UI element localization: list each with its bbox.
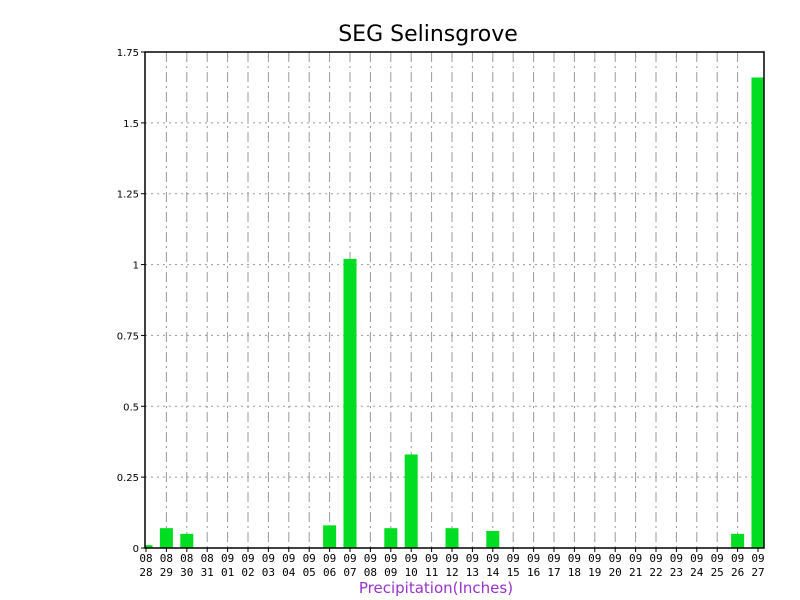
x-tick-label-day: 14 <box>486 566 500 579</box>
x-tick-label-month: 08 <box>201 552 214 565</box>
x-axis-label: Precipitation(Inches) <box>359 579 513 597</box>
x-tick-label-month: 09 <box>405 552 418 565</box>
y-tick-label: 0.25 <box>117 473 139 484</box>
x-tick-label-month: 09 <box>711 552 724 565</box>
x-tick-label-day: 28 <box>139 566 152 579</box>
x-tick-label-month: 09 <box>649 552 662 565</box>
y-tick-label: 1 <box>133 261 139 272</box>
chart-title: SEG Selinsgrove <box>338 22 518 47</box>
x-tick-label-day: 25 <box>711 566 724 579</box>
x-tick-label-month: 09 <box>690 552 703 565</box>
x-tick-label-month: 09 <box>262 552 275 565</box>
x-tick-label-month: 09 <box>670 552 683 565</box>
x-tick-label-day: 31 <box>201 566 214 579</box>
x-tick-label-day: 06 <box>323 566 336 579</box>
x-tick-label-month: 09 <box>282 552 295 565</box>
x-tick-label-month: 09 <box>731 552 744 565</box>
y-tick-label: 0.5 <box>123 402 139 413</box>
x-tick-label-day: 26 <box>731 566 744 579</box>
x-tick-label-day: 07 <box>343 566 356 579</box>
x-tick-label-month: 09 <box>221 552 234 565</box>
x-tick-label-day: 21 <box>629 566 642 579</box>
bar <box>323 525 337 548</box>
x-tick-label-day: 03 <box>262 566 275 579</box>
bar <box>751 77 764 548</box>
y-tick-label: 1.75 <box>117 48 139 59</box>
x-tick-label-day: 09 <box>384 566 397 579</box>
x-tick-label-month: 09 <box>527 552 540 565</box>
bars <box>145 77 764 548</box>
x-tick-label-month: 09 <box>303 552 316 565</box>
x-tick-label-day: 24 <box>690 566 704 579</box>
x-axis: 0828082908300831090109020903090409050906… <box>139 548 765 579</box>
x-tick-label-month: 09 <box>486 552 499 565</box>
y-tick-label: 1.5 <box>123 119 139 130</box>
x-tick-label-day: 17 <box>547 566 560 579</box>
grid-lines <box>145 52 764 548</box>
x-tick-label-month: 09 <box>241 552 254 565</box>
y-tick-label: 0 <box>133 544 139 555</box>
x-tick-label-day: 22 <box>649 566 662 579</box>
x-tick-label-month: 09 <box>445 552 458 565</box>
x-tick-label-day: 27 <box>751 566 764 579</box>
x-tick-label-day: 15 <box>507 566 520 579</box>
x-tick-label-month: 09 <box>507 552 520 565</box>
x-tick-label-day: 02 <box>241 566 254 579</box>
bar <box>486 530 500 548</box>
bar <box>445 528 459 548</box>
x-tick-label-day: 16 <box>527 566 540 579</box>
bar <box>343 258 357 548</box>
x-tick-label-month: 09 <box>609 552 622 565</box>
x-tick-label-day: 12 <box>445 566 458 579</box>
x-tick-label-day: 10 <box>405 566 418 579</box>
x-tick-label-month: 09 <box>343 552 356 565</box>
x-tick-label-month: 09 <box>568 552 581 565</box>
x-tick-label-month: 09 <box>323 552 336 565</box>
x-tick-label-month: 09 <box>751 552 764 565</box>
x-tick-label-day: 23 <box>670 566 683 579</box>
x-tick-label-day: 20 <box>609 566 622 579</box>
bar <box>159 528 173 548</box>
x-tick-label-day: 01 <box>221 566 234 579</box>
plot-frame <box>144 51 765 549</box>
x-tick-label-month: 09 <box>547 552 560 565</box>
x-tick-label-day: 13 <box>466 566 479 579</box>
bar <box>145 545 153 548</box>
bar <box>731 533 745 548</box>
bar <box>404 454 418 548</box>
x-tick-label-month: 09 <box>384 552 397 565</box>
x-tick-label-day: 04 <box>282 566 296 579</box>
x-tick-label-day: 08 <box>364 566 377 579</box>
x-tick-label-month: 09 <box>425 552 438 565</box>
x-tick-label-month: 08 <box>180 552 193 565</box>
bar <box>180 533 194 548</box>
x-tick-label-month: 08 <box>160 552 173 565</box>
y-tick-label: 1.25 <box>117 190 139 201</box>
x-tick-label-month: 09 <box>466 552 479 565</box>
y-axis: 0 0.25 0.5 0.75 1 1.25 1.5 1.75 <box>117 48 145 555</box>
y-tick-label: 0.75 <box>117 331 139 342</box>
x-tick-label-month: 09 <box>364 552 377 565</box>
x-tick-label-day: 19 <box>588 566 601 579</box>
x-tick-label-month: 08 <box>139 552 152 565</box>
x-tick-label-day: 18 <box>568 566 581 579</box>
bar <box>384 528 398 548</box>
x-tick-label-month: 09 <box>629 552 642 565</box>
x-tick-label-day: 29 <box>160 566 173 579</box>
x-tick-label-day: 11 <box>425 566 438 579</box>
x-tick-label-day: 05 <box>303 566 316 579</box>
x-tick-label-month: 09 <box>588 552 601 565</box>
x-tick-label-day: 30 <box>180 566 193 579</box>
